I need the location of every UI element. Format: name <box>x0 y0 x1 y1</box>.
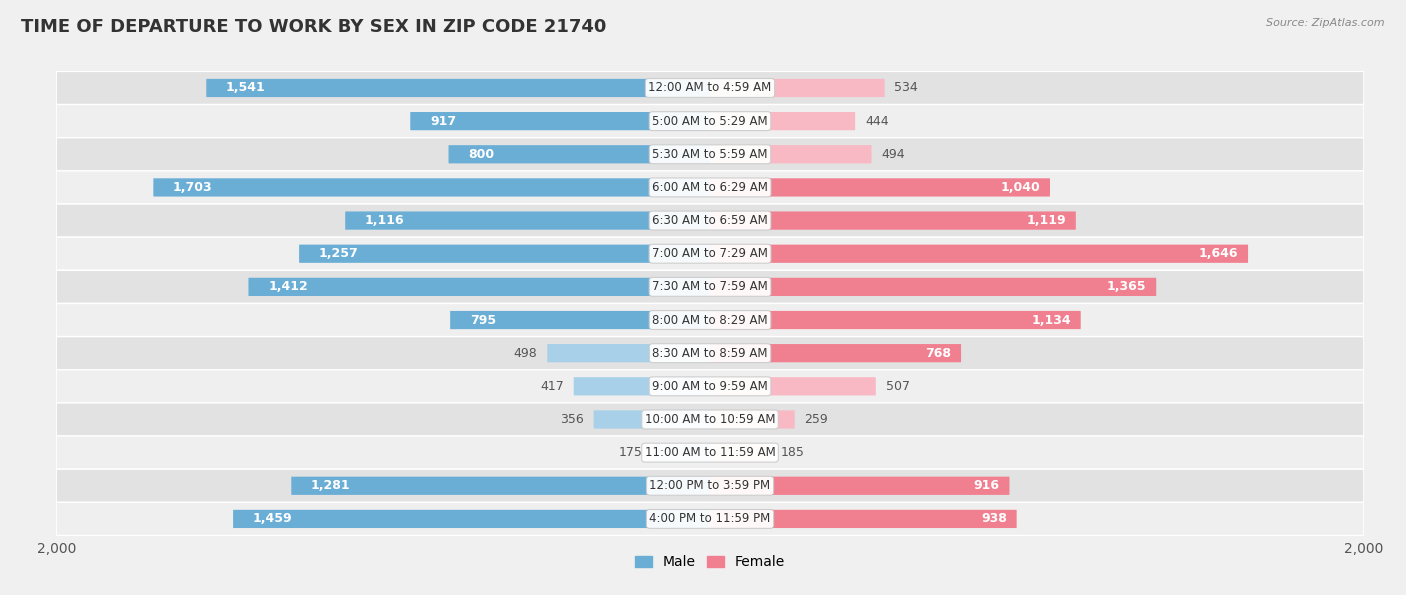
Text: 6:00 AM to 6:29 AM: 6:00 AM to 6:29 AM <box>652 181 768 194</box>
Text: 12:00 PM to 3:59 PM: 12:00 PM to 3:59 PM <box>650 480 770 492</box>
FancyBboxPatch shape <box>56 502 1364 536</box>
FancyBboxPatch shape <box>56 237 1364 270</box>
Text: 800: 800 <box>468 148 495 161</box>
FancyBboxPatch shape <box>299 245 710 263</box>
Text: 768: 768 <box>925 347 952 359</box>
FancyBboxPatch shape <box>233 510 710 528</box>
FancyBboxPatch shape <box>56 105 1364 137</box>
Text: 7:30 AM to 7:59 AM: 7:30 AM to 7:59 AM <box>652 280 768 293</box>
Text: 7:00 AM to 7:29 AM: 7:00 AM to 7:29 AM <box>652 248 768 260</box>
Text: 10:00 AM to 10:59 AM: 10:00 AM to 10:59 AM <box>645 413 775 426</box>
Text: 417: 417 <box>540 380 564 393</box>
FancyBboxPatch shape <box>593 411 710 428</box>
Text: 444: 444 <box>865 115 889 127</box>
FancyBboxPatch shape <box>450 311 710 329</box>
FancyBboxPatch shape <box>710 278 1156 296</box>
Text: 8:30 AM to 8:59 AM: 8:30 AM to 8:59 AM <box>652 347 768 359</box>
FancyBboxPatch shape <box>56 204 1364 237</box>
Text: 259: 259 <box>804 413 828 426</box>
Text: 917: 917 <box>430 115 456 127</box>
FancyBboxPatch shape <box>56 436 1364 469</box>
FancyBboxPatch shape <box>207 79 710 97</box>
Text: 498: 498 <box>513 347 537 359</box>
FancyBboxPatch shape <box>56 171 1364 204</box>
FancyBboxPatch shape <box>346 211 710 230</box>
Text: Source: ZipAtlas.com: Source: ZipAtlas.com <box>1267 18 1385 28</box>
Text: 9:00 AM to 9:59 AM: 9:00 AM to 9:59 AM <box>652 380 768 393</box>
Text: 507: 507 <box>886 380 910 393</box>
Text: TIME OF DEPARTURE TO WORK BY SEX IN ZIP CODE 21740: TIME OF DEPARTURE TO WORK BY SEX IN ZIP … <box>21 18 606 36</box>
FancyBboxPatch shape <box>710 112 855 130</box>
Text: 916: 916 <box>974 480 1000 492</box>
Legend: Male, Female: Male, Female <box>630 550 790 575</box>
Text: 494: 494 <box>882 148 905 161</box>
Text: 1,134: 1,134 <box>1031 314 1071 327</box>
FancyBboxPatch shape <box>710 344 962 362</box>
Text: 1,459: 1,459 <box>253 512 292 525</box>
FancyBboxPatch shape <box>56 270 1364 303</box>
FancyBboxPatch shape <box>56 337 1364 369</box>
FancyBboxPatch shape <box>56 369 1364 403</box>
Text: 6:30 AM to 6:59 AM: 6:30 AM to 6:59 AM <box>652 214 768 227</box>
FancyBboxPatch shape <box>56 469 1364 502</box>
Text: 1,040: 1,040 <box>1001 181 1040 194</box>
FancyBboxPatch shape <box>56 71 1364 105</box>
FancyBboxPatch shape <box>710 443 770 462</box>
FancyBboxPatch shape <box>56 137 1364 171</box>
FancyBboxPatch shape <box>652 443 710 462</box>
Text: 534: 534 <box>894 82 918 95</box>
Text: 175: 175 <box>619 446 643 459</box>
Text: 938: 938 <box>981 512 1007 525</box>
FancyBboxPatch shape <box>56 303 1364 337</box>
Text: 1,365: 1,365 <box>1107 280 1146 293</box>
Text: 8:00 AM to 8:29 AM: 8:00 AM to 8:29 AM <box>652 314 768 327</box>
Text: 12:00 AM to 4:59 AM: 12:00 AM to 4:59 AM <box>648 82 772 95</box>
Text: 1,281: 1,281 <box>311 480 350 492</box>
Text: 1,646: 1,646 <box>1199 248 1239 260</box>
Text: 1,541: 1,541 <box>226 82 266 95</box>
Text: 5:30 AM to 5:59 AM: 5:30 AM to 5:59 AM <box>652 148 768 161</box>
Text: 795: 795 <box>470 314 496 327</box>
FancyBboxPatch shape <box>710 211 1076 230</box>
Text: 4:00 PM to 11:59 PM: 4:00 PM to 11:59 PM <box>650 512 770 525</box>
FancyBboxPatch shape <box>574 377 710 396</box>
Text: 11:00 AM to 11:59 AM: 11:00 AM to 11:59 AM <box>645 446 775 459</box>
FancyBboxPatch shape <box>710 510 1017 528</box>
FancyBboxPatch shape <box>411 112 710 130</box>
FancyBboxPatch shape <box>547 344 710 362</box>
Text: 356: 356 <box>560 413 583 426</box>
FancyBboxPatch shape <box>449 145 710 164</box>
FancyBboxPatch shape <box>710 79 884 97</box>
FancyBboxPatch shape <box>710 477 1010 495</box>
FancyBboxPatch shape <box>710 377 876 396</box>
FancyBboxPatch shape <box>291 477 710 495</box>
Text: 1,703: 1,703 <box>173 181 212 194</box>
FancyBboxPatch shape <box>710 145 872 164</box>
Text: 1,257: 1,257 <box>319 248 359 260</box>
FancyBboxPatch shape <box>710 245 1249 263</box>
FancyBboxPatch shape <box>710 411 794 428</box>
FancyBboxPatch shape <box>710 311 1081 329</box>
FancyBboxPatch shape <box>710 178 1050 196</box>
Text: 1,119: 1,119 <box>1026 214 1066 227</box>
FancyBboxPatch shape <box>153 178 710 196</box>
FancyBboxPatch shape <box>56 403 1364 436</box>
Text: 185: 185 <box>780 446 804 459</box>
Text: 1,116: 1,116 <box>364 214 405 227</box>
FancyBboxPatch shape <box>249 278 710 296</box>
Text: 5:00 AM to 5:29 AM: 5:00 AM to 5:29 AM <box>652 115 768 127</box>
Text: 1,412: 1,412 <box>269 280 308 293</box>
